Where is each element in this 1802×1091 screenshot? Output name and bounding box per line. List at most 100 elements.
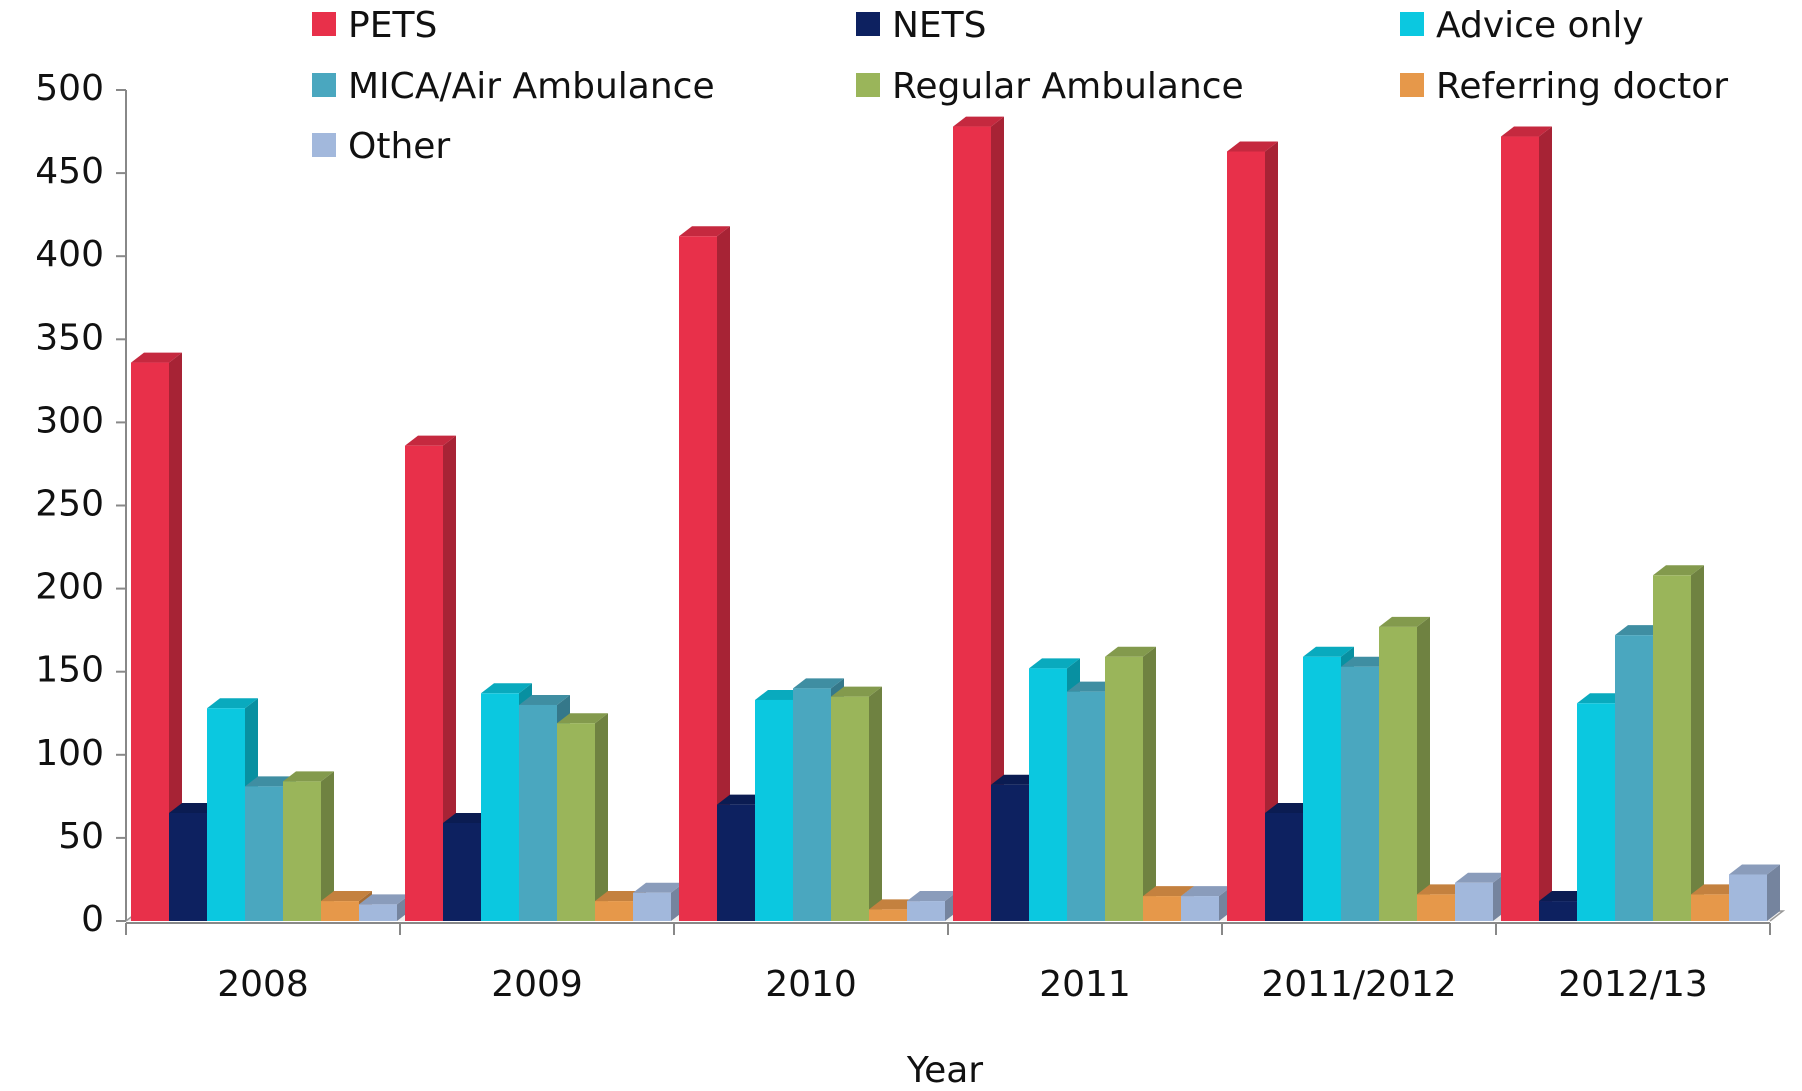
bar xyxy=(1379,626,1417,921)
legend-label: MICA/Air Ambulance xyxy=(348,66,715,107)
bar xyxy=(595,901,633,921)
bar xyxy=(991,784,1029,921)
bar xyxy=(1029,668,1067,921)
y-tick-label: 0 xyxy=(81,899,104,940)
bar xyxy=(245,786,283,921)
bar xyxy=(443,822,481,921)
bar xyxy=(283,781,321,921)
y-tick-label: 50 xyxy=(58,816,104,857)
bar xyxy=(717,804,755,921)
bar-top xyxy=(283,771,334,782)
bar-side xyxy=(1265,141,1278,921)
bar xyxy=(1653,575,1691,921)
bar-top xyxy=(1181,886,1232,897)
legend-label: Advice only xyxy=(1436,5,1644,46)
legend-swatch xyxy=(312,133,336,157)
bar-top xyxy=(1303,646,1354,657)
bar xyxy=(1501,136,1539,921)
bar-side xyxy=(1539,126,1552,921)
bar-top xyxy=(1455,872,1506,883)
bar-top xyxy=(1379,616,1430,627)
bar-top xyxy=(519,694,570,705)
x-tick-label: 2011 xyxy=(1039,964,1131,1005)
legend-swatch xyxy=(312,73,336,97)
legend-swatch xyxy=(312,12,336,36)
bar-top xyxy=(557,713,608,724)
bar-top xyxy=(1105,646,1156,657)
bar xyxy=(1105,656,1143,921)
bar xyxy=(169,812,207,921)
legend-label: Regular Ambulance xyxy=(892,66,1244,107)
bar xyxy=(359,904,397,921)
bar xyxy=(519,704,557,921)
bar-top xyxy=(359,894,410,905)
bar-top xyxy=(131,352,182,363)
bar xyxy=(1143,896,1181,921)
bar-top xyxy=(321,891,372,902)
bar-top xyxy=(679,226,730,237)
bar xyxy=(1181,896,1219,921)
bar xyxy=(1067,691,1105,921)
x-tick-label: 2010 xyxy=(765,964,857,1005)
x-tick-label: 2011/2012 xyxy=(1261,964,1456,1005)
legend-swatch xyxy=(856,73,880,97)
bar xyxy=(1417,894,1455,921)
x-tick-label: 2009 xyxy=(491,964,583,1005)
y-tick-label: 450 xyxy=(35,151,104,192)
y-tick-label: 500 xyxy=(35,68,104,109)
legend-label: PETS xyxy=(348,5,437,46)
y-tick-label: 400 xyxy=(35,234,104,275)
bar xyxy=(207,708,245,921)
bar xyxy=(481,693,519,921)
bar-top xyxy=(953,116,1004,127)
x-tick-label: 2012/13 xyxy=(1558,964,1708,1005)
bar xyxy=(1455,882,1493,921)
bar-top xyxy=(1653,565,1704,576)
bar xyxy=(869,909,907,921)
bar-side xyxy=(169,352,182,921)
bar xyxy=(1691,894,1729,921)
bar xyxy=(953,126,991,921)
legend-label: Other xyxy=(348,126,450,167)
bar xyxy=(557,723,595,921)
bar-top xyxy=(1143,886,1194,897)
x-tick-label: 2008 xyxy=(217,964,309,1005)
bar xyxy=(679,236,717,922)
bar-top xyxy=(633,882,684,893)
bar xyxy=(131,362,169,921)
bar xyxy=(1615,635,1653,921)
bar-top xyxy=(1227,141,1278,152)
bar-top xyxy=(405,435,456,446)
y-tick-label: 150 xyxy=(35,650,104,691)
bar-side xyxy=(1767,864,1780,921)
bar-side xyxy=(443,435,456,921)
bar xyxy=(321,901,359,921)
bar xyxy=(1341,666,1379,921)
bar-side xyxy=(595,713,608,921)
y-tick-label: 300 xyxy=(35,400,104,441)
bar-top xyxy=(1501,126,1552,137)
legend-label: NETS xyxy=(892,5,987,46)
bar-side xyxy=(1143,646,1156,921)
bar-side xyxy=(321,771,334,921)
legend-label: Referring doctor xyxy=(1436,66,1728,107)
bar xyxy=(1303,656,1341,921)
y-tick-label: 250 xyxy=(35,484,104,525)
bar-top xyxy=(907,891,958,902)
y-tick-label: 100 xyxy=(35,733,104,774)
bar xyxy=(831,696,869,921)
bar-top xyxy=(207,698,258,709)
bar-top xyxy=(831,686,882,697)
bar xyxy=(1577,703,1615,921)
bar-side xyxy=(991,116,1004,921)
y-tick-label: 200 xyxy=(35,567,104,608)
bar xyxy=(1539,901,1577,921)
bar xyxy=(405,445,443,921)
bar xyxy=(907,901,945,921)
bar xyxy=(793,688,831,921)
y-tick-label: 350 xyxy=(35,317,104,358)
bar xyxy=(1729,874,1767,921)
bar-side xyxy=(1691,565,1704,921)
